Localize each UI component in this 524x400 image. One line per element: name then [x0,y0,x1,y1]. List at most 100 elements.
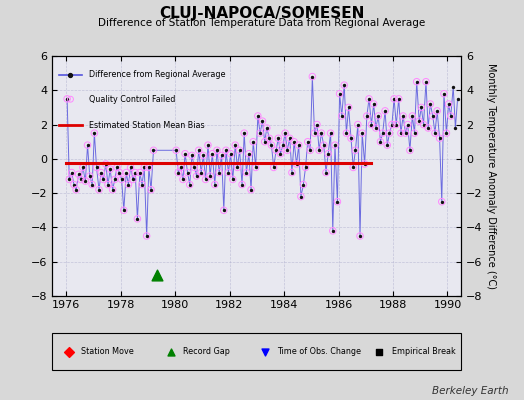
Point [143,233,151,239]
Point [315,147,323,154]
Point [446,113,455,119]
Point [395,96,403,102]
Point [126,164,135,171]
Point [444,101,453,107]
Point [90,130,99,136]
Point [433,108,441,114]
Point [194,147,203,154]
Point [228,176,237,183]
Point [281,130,289,136]
Point [417,104,425,111]
Point [435,135,444,142]
Point [363,113,371,119]
Point [390,96,398,102]
Point [97,169,105,176]
Point [68,169,76,176]
Point [83,142,92,148]
Point [408,113,417,119]
Point [149,147,158,154]
Point [299,181,308,188]
Point [333,198,342,205]
Point [444,101,453,107]
Point [375,349,384,355]
Point [429,113,437,119]
Point [102,161,110,167]
Point [356,233,364,239]
Point [233,164,242,171]
Point [143,233,151,239]
Point [344,104,353,111]
Point [254,113,262,119]
Point [446,113,455,119]
Point [136,169,144,176]
Point [222,147,230,154]
Point [181,150,189,157]
Point [90,130,99,136]
Point [258,118,267,124]
Point [85,173,94,179]
Point [442,130,451,136]
Point [238,181,246,188]
Point [281,130,289,136]
Point [415,118,423,124]
Point [451,125,460,131]
Point [429,113,437,119]
Point [256,130,264,136]
Point [283,147,291,154]
Point [102,161,110,167]
Point [226,150,235,157]
Point [194,147,203,154]
Point [108,186,117,193]
Point [247,186,255,193]
Point [422,78,430,85]
Point [349,164,357,171]
Point [252,164,260,171]
Point [372,125,380,131]
Point [320,142,328,148]
Point [297,193,305,200]
Point [185,181,194,188]
Point [397,130,405,136]
Point [385,130,394,136]
Point [301,164,310,171]
Point [77,176,85,183]
Point [288,169,296,176]
Point [419,121,428,128]
Point [358,130,366,136]
Text: Empirical Break: Empirical Break [391,348,455,356]
Point [217,152,226,159]
Point [99,176,107,183]
Point [204,142,212,148]
Point [426,101,434,107]
Point [147,186,155,193]
Point [104,181,112,188]
Point [211,181,219,188]
Point [99,176,107,183]
Point [267,142,276,148]
Point [376,138,385,145]
Point [395,96,403,102]
Point [369,101,378,107]
Point [122,169,130,176]
Point [351,147,359,154]
Point [372,125,380,131]
Point [326,130,335,136]
Point [208,150,216,157]
Point [129,176,137,183]
Point [279,142,287,148]
Point [213,147,221,154]
Point [329,228,337,234]
Point [113,164,121,171]
Point [197,169,205,176]
Point [388,121,396,128]
Point [438,198,446,205]
Point [412,78,421,85]
Point [260,138,269,145]
Point [401,130,410,136]
Point [342,130,351,136]
Point [206,173,214,179]
Point [397,130,405,136]
Point [65,176,73,183]
Point [263,125,271,131]
Point [113,164,121,171]
